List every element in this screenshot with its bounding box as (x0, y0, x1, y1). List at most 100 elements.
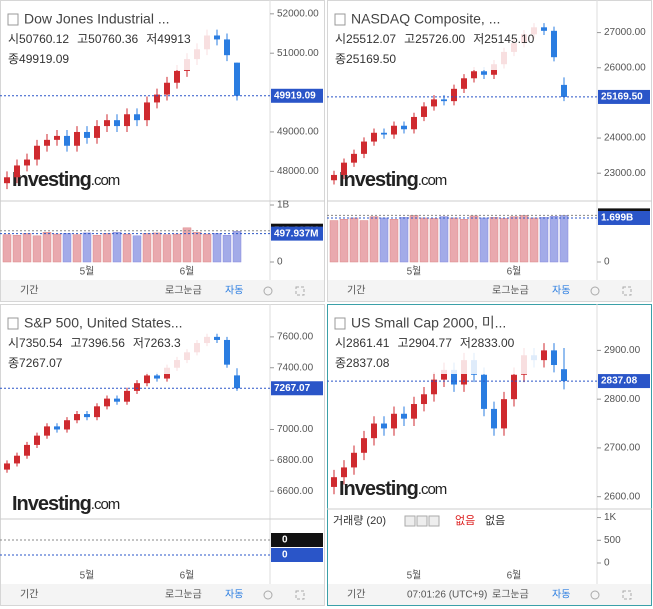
volume-tag (271, 226, 323, 241)
candle-body (4, 463, 10, 470)
fullscreen-icon[interactable] (295, 590, 305, 600)
watermark-suffix: .com (418, 172, 447, 189)
candle-body (64, 420, 70, 430)
ohlc-row: 시50760.12 고50760.36 저49913 (8, 32, 191, 46)
ohlc-value: 50760.36 (88, 32, 138, 46)
volume-tag (271, 548, 323, 562)
candle-body (361, 438, 367, 453)
volume-bar (92, 234, 102, 263)
candle-body (4, 177, 10, 184)
y-tick-label: 2600.00 (604, 491, 641, 502)
toolbar-button[interactable]: 로그눈금 (492, 589, 529, 601)
watermark-suffix: .com (91, 172, 120, 189)
ohlc-key: 시 (335, 336, 346, 350)
settings-icon[interactable] (263, 590, 273, 600)
volume-none: 없음 (485, 514, 505, 527)
toolbar-button[interactable]: 기간 (347, 285, 365, 297)
last-price-label: 25169.50 (601, 92, 643, 103)
x-tick-label: 5월 (80, 570, 95, 582)
settings-icon[interactable] (263, 286, 273, 296)
candle-body (541, 350, 547, 361)
candle-body (54, 426, 60, 430)
watermark-main: Investing (12, 493, 91, 515)
settings-icon[interactable] (590, 590, 600, 600)
candle-body (401, 125, 407, 130)
volume-bar (389, 219, 399, 263)
ohlc-row: 종2837.08 (335, 356, 390, 370)
candle-body (451, 88, 457, 102)
candle-body (551, 350, 557, 366)
candle-body (84, 131, 90, 138)
candle-body (54, 135, 60, 140)
volume-bar (132, 235, 142, 263)
legend-icon[interactable] (416, 515, 428, 527)
volume-bar (112, 232, 122, 263)
ohlc-key: 고 (77, 32, 88, 46)
toolbar-button[interactable]: 07:01:26 (UTC+9) (407, 590, 487, 601)
ohlc-value: 50760.12 (19, 32, 69, 46)
toolbar-button[interactable]: 로그눈금 (165, 589, 202, 601)
toolbar-button[interactable]: 자동 (552, 285, 570, 297)
volume-bar (202, 233, 212, 263)
candle-body (24, 444, 30, 456)
volume-bar (519, 215, 529, 263)
candle-body (44, 139, 50, 146)
watermark-suffix: .com (418, 481, 447, 498)
title-icon (334, 317, 346, 330)
candle-body (441, 369, 447, 380)
candle-body (94, 126, 100, 138)
fullscreen-icon[interactable] (295, 286, 305, 296)
last-price-tag (271, 88, 323, 103)
volume-tag-label: 1.699B (601, 213, 633, 224)
candle-body (541, 27, 547, 31)
header-bg (4, 8, 214, 70)
volume-bar (419, 217, 429, 263)
candle-body (34, 145, 40, 160)
ohlc-key: 종 (335, 356, 346, 370)
header-bg (4, 312, 214, 374)
toolbar-button[interactable]: 자동 (552, 589, 570, 601)
volume-bar (102, 233, 112, 263)
y-tick-label: 23000.00 (604, 168, 646, 179)
candle-body (431, 99, 437, 107)
candle-body (341, 467, 347, 478)
settings-icon[interactable] (590, 286, 600, 296)
volume-bar (459, 219, 469, 263)
volume-legend: 거래량 (20) (333, 514, 386, 527)
y-tick-label: 6600.00 (277, 486, 314, 497)
candle-body (331, 174, 337, 181)
fullscreen-icon[interactable] (622, 590, 632, 600)
toolbar-button[interactable]: 로그눈금 (492, 285, 529, 297)
candle-body (561, 369, 567, 382)
ohlc-key: 시 (8, 336, 19, 350)
candle-body (144, 375, 150, 384)
x-tick-label: 5월 (407, 570, 422, 582)
volume-bar (499, 218, 509, 263)
legend-icon[interactable] (404, 515, 416, 527)
ohlc-value: 49913 (157, 32, 191, 46)
candle-body (341, 162, 347, 175)
toolbar-button[interactable]: 기간 (20, 285, 38, 297)
ohlc-value: 7350.54 (19, 336, 63, 350)
toolbar-button[interactable]: 자동 (225, 589, 243, 601)
ohlc-key: 고 (397, 336, 408, 350)
ohlc-value: 2904.77 (408, 336, 452, 350)
ohlc-value: 7267.07 (19, 356, 63, 370)
chart-panel: 2900.00 2800.00 2700.00 2600.00 Investing.co… (327, 304, 652, 606)
toolbar-button[interactable]: 로그눈금 (165, 285, 202, 297)
volume-bar (379, 217, 389, 263)
candle-body (351, 153, 357, 163)
header-bg (331, 312, 541, 374)
toolbar-button[interactable]: 기간 (347, 589, 365, 601)
fullscreen-icon[interactable] (622, 286, 632, 296)
toolbar-button[interactable]: 기간 (20, 589, 38, 601)
x-tick-label: 5월 (80, 266, 95, 278)
chart-title: Dow Jones Industrial ... (24, 11, 170, 27)
toolbar-button[interactable]: 자동 (225, 285, 243, 297)
candle-body (511, 374, 517, 400)
volume-bar (439, 216, 449, 263)
last-price-label: 2837.08 (601, 376, 638, 387)
legend-icon[interactable] (428, 515, 440, 527)
header-bg (331, 8, 541, 70)
ohlc-row: 시7350.54 고7396.56 저7263.3 (8, 336, 181, 350)
